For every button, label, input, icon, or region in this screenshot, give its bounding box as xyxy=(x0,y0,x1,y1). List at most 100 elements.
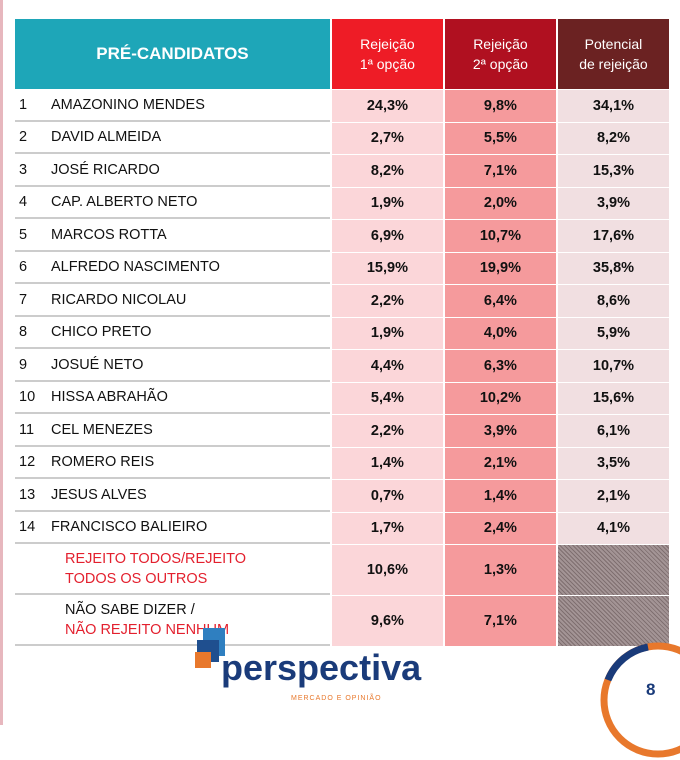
rejection-2-value: 19,9% xyxy=(444,252,556,284)
rejection-1-value: 4,4% xyxy=(331,350,443,382)
rejection-2-value: 2,4% xyxy=(444,512,556,544)
table-row: 8 CHICO PRETO 1,9% 4,0% 5,9% xyxy=(15,317,669,349)
option-label-line-2: TODOS OS OUTROS xyxy=(65,571,208,587)
table-row: 12 ROMERO REIS 1,4% 2,1% 3,5% xyxy=(15,447,669,479)
option-label-line-1: NÃO SABE DIZER / xyxy=(65,602,195,618)
header-rejection-1: Rejeição 1ª opção xyxy=(331,19,443,89)
candidate-cell: 9 JOSUÉ NETO xyxy=(15,350,330,382)
logo-mark-icon xyxy=(195,628,225,668)
potential-value: 34,1% xyxy=(557,90,669,122)
table-row: 13 JESUS ALVES 0,7% 1,4% 2,1% xyxy=(15,480,669,512)
rank: 2 xyxy=(19,129,28,146)
candidate-name: JESUS ALVES xyxy=(51,486,147,503)
rank: 8 xyxy=(19,324,28,341)
potential-value: 8,6% xyxy=(557,285,669,317)
potential-value: 15,3% xyxy=(557,155,669,187)
candidate-cell: 13 JESUS ALVES xyxy=(15,480,330,512)
option-label-line-1: REJEITO TODOS/REJEITO xyxy=(65,551,247,567)
candidate-name: AMAZONINO MENDES xyxy=(51,96,205,113)
candidate-cell: 4 CAP. ALBERTO NETO xyxy=(15,188,330,219)
rejection-table: PRÉ-CANDIDATOS Rejeição 1ª opção Rejeição… xyxy=(13,18,671,647)
rejection-1-value: 15,9% xyxy=(331,252,443,284)
rejection-1-value: 2,2% xyxy=(331,285,443,317)
candidate-name: JOSUÉ NETO xyxy=(51,356,144,373)
rejection-1-value: 24,3% xyxy=(331,90,443,122)
candidate-cell: 5 MARCOS ROTTA xyxy=(15,220,330,252)
potential-value: 3,9% xyxy=(557,187,669,219)
rank: 6 xyxy=(19,259,28,276)
not-applicable-cell xyxy=(557,596,669,646)
candidate-cell: 14 FRANCISCO BALIEIRO xyxy=(15,513,330,544)
rejection-2-value: 2,1% xyxy=(444,447,556,479)
rejection-2-value: 2,0% xyxy=(444,187,556,219)
candidate-name: HISSA ABRAHÃO xyxy=(51,389,168,406)
rejection-2-value: 9,8% xyxy=(444,90,556,122)
candidate-name: MARCOS ROTTA xyxy=(51,226,167,243)
table-row: 1 AMAZONINO MENDES 24,3% 9,8% 34,1% xyxy=(15,90,669,122)
table-row: 4 CAP. ALBERTO NETO 1,9% 2,0% 3,9% xyxy=(15,187,669,219)
table-row: 5 MARCOS ROTTA 6,9% 10,7% 17,6% xyxy=(15,220,669,252)
candidate-cell: 3 JOSÉ RICARDO xyxy=(15,155,330,187)
table-row: 7 RICARDO NICOLAU 2,2% 6,4% 8,6% xyxy=(15,285,669,317)
perspectiva-logo: perspectiva MERCADO E OPINIÃO xyxy=(193,628,423,720)
candidate-cell: 12 ROMERO REIS xyxy=(15,448,330,479)
potential-value: 17,6% xyxy=(557,220,669,252)
rejection-2-value: 1,3% xyxy=(444,545,556,595)
rejection-1-value: 10,6% xyxy=(331,545,443,595)
potential-value: 6,1% xyxy=(557,415,669,447)
rank: 12 xyxy=(19,454,36,471)
rank: 5 xyxy=(19,226,28,243)
page-ring-decoration xyxy=(600,642,680,758)
rejection-2-value: 7,1% xyxy=(444,155,556,187)
table-row: 9 JOSUÉ NETO 4,4% 6,3% 10,7% xyxy=(15,350,669,382)
potential-value: 15,6% xyxy=(557,382,669,414)
table-row: 14 FRANCISCO BALIEIRO 1,7% 2,4% 4,1% xyxy=(15,512,669,544)
potential-value: 2,1% xyxy=(557,480,669,512)
rejection-1-value: 0,7% xyxy=(331,480,443,512)
rejection-1-value: 2,7% xyxy=(331,122,443,154)
rejection-1-value: 1,7% xyxy=(331,512,443,544)
rejection-1-value: 9,6% xyxy=(331,596,443,646)
option-label: NÃO SABE DIZER / NÃO REJEITO NENHUM xyxy=(15,596,330,646)
potential-value: 5,9% xyxy=(557,317,669,349)
candidate-name: JOSÉ RICARDO xyxy=(51,161,160,178)
rejection-1-value: 5,4% xyxy=(331,382,443,414)
potential-value: 10,7% xyxy=(557,350,669,382)
candidate-cell: 7 RICARDO NICOLAU xyxy=(15,285,330,317)
candidate-cell: 2 DAVID ALMEIDA xyxy=(15,123,330,154)
potential-value: 3,5% xyxy=(557,447,669,479)
candidate-name: RICARDO NICOLAU xyxy=(51,291,187,308)
rank: 13 xyxy=(19,486,36,503)
rank: 14 xyxy=(19,519,36,536)
rejection-1-value: 2,2% xyxy=(331,415,443,447)
option-label: REJEITO TODOS/REJEITO TODOS OS OUTROS xyxy=(15,545,330,595)
rejection-2-value: 4,0% xyxy=(444,317,556,349)
potential-value: 35,8% xyxy=(557,252,669,284)
rank: 3 xyxy=(19,161,28,178)
candidate-cell: 8 CHICO PRETO xyxy=(15,318,330,349)
candidate-name: ROMERO REIS xyxy=(51,454,155,471)
candidate-name: CAP. ALBERTO NETO xyxy=(51,194,198,211)
header-candidates: PRÉ-CANDIDATOS xyxy=(15,19,330,89)
candidate-name: ALFREDO NASCIMENTO xyxy=(51,259,220,276)
header-rejection-2: Rejeição 2ª opção xyxy=(444,19,556,89)
rejection-2-value: 3,9% xyxy=(444,415,556,447)
table-row: 11 CEL MENEZES 2,2% 3,9% 6,1% xyxy=(15,415,669,447)
candidate-cell: 11 CEL MENEZES xyxy=(15,415,330,447)
rank: 9 xyxy=(19,356,28,373)
not-applicable-cell xyxy=(557,545,669,595)
rejection-2-value: 10,2% xyxy=(444,382,556,414)
table-row-special: NÃO SABE DIZER / NÃO REJEITO NENHUM 9,6% … xyxy=(15,596,669,646)
potential-value: 8,2% xyxy=(557,122,669,154)
potential-value: 4,1% xyxy=(557,512,669,544)
rejection-2-value: 1,4% xyxy=(444,480,556,512)
rejection-1-value: 1,9% xyxy=(331,317,443,349)
page-edge xyxy=(0,0,3,725)
candidate-name: CHICO PRETO xyxy=(51,324,152,341)
candidate-name: CEL MENEZES xyxy=(51,421,153,438)
table-row: 6 ALFREDO NASCIMENTO 15,9% 19,9% 35,8% xyxy=(15,252,669,284)
rank: 4 xyxy=(19,194,28,211)
candidate-name: FRANCISCO BALIEIRO xyxy=(51,519,208,536)
rank: 1 xyxy=(19,96,28,113)
table-row-special: REJEITO TODOS/REJEITO TODOS OS OUTROS 10,… xyxy=(15,545,669,595)
